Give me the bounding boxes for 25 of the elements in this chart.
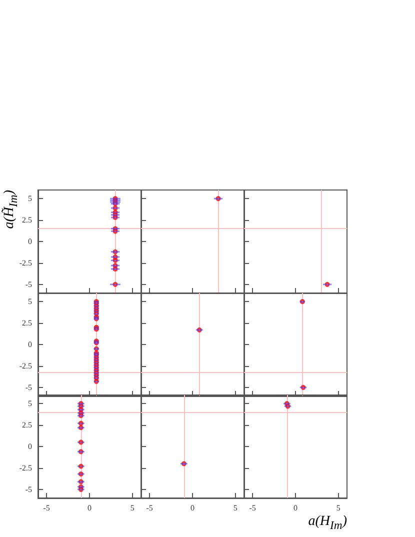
y-tick-label: -5	[25, 280, 32, 289]
x-tick-label: 0	[294, 504, 298, 512]
x-tick-label: 0	[190, 504, 194, 512]
y-tick-label: -2.5	[19, 463, 32, 472]
y-tick-label: 5	[28, 194, 32, 204]
y-tick-label: -5	[25, 484, 32, 494]
x-tick-label: 5	[130, 504, 134, 512]
y-tick-label: 0	[28, 340, 32, 348]
y-tick-label: 0	[28, 237, 32, 246]
x-tick-label: -5	[146, 504, 153, 512]
y-tick-label: -2.5	[19, 360, 32, 370]
y-tick-label: -5	[25, 382, 32, 392]
x-axis-title: a(H$_{Im}$)	[308, 514, 347, 534]
x-tick-label: 5	[233, 504, 238, 512]
y-tick-label: 2.5	[22, 318, 32, 328]
y-tick-label: 5	[28, 296, 32, 306]
y-tick-label: 0	[28, 442, 32, 451]
x-tick-label: -5	[249, 504, 256, 512]
x-tick-label: 0	[88, 504, 92, 512]
y-tick-label: 5	[28, 399, 32, 408]
y-tick-label: -2.5	[19, 258, 32, 268]
x-tick-label: 5	[336, 504, 340, 512]
x-tick-label: -5	[43, 504, 50, 512]
y-tick-label: 2.5	[22, 420, 32, 430]
y-tick-label: 2.5	[22, 216, 32, 225]
